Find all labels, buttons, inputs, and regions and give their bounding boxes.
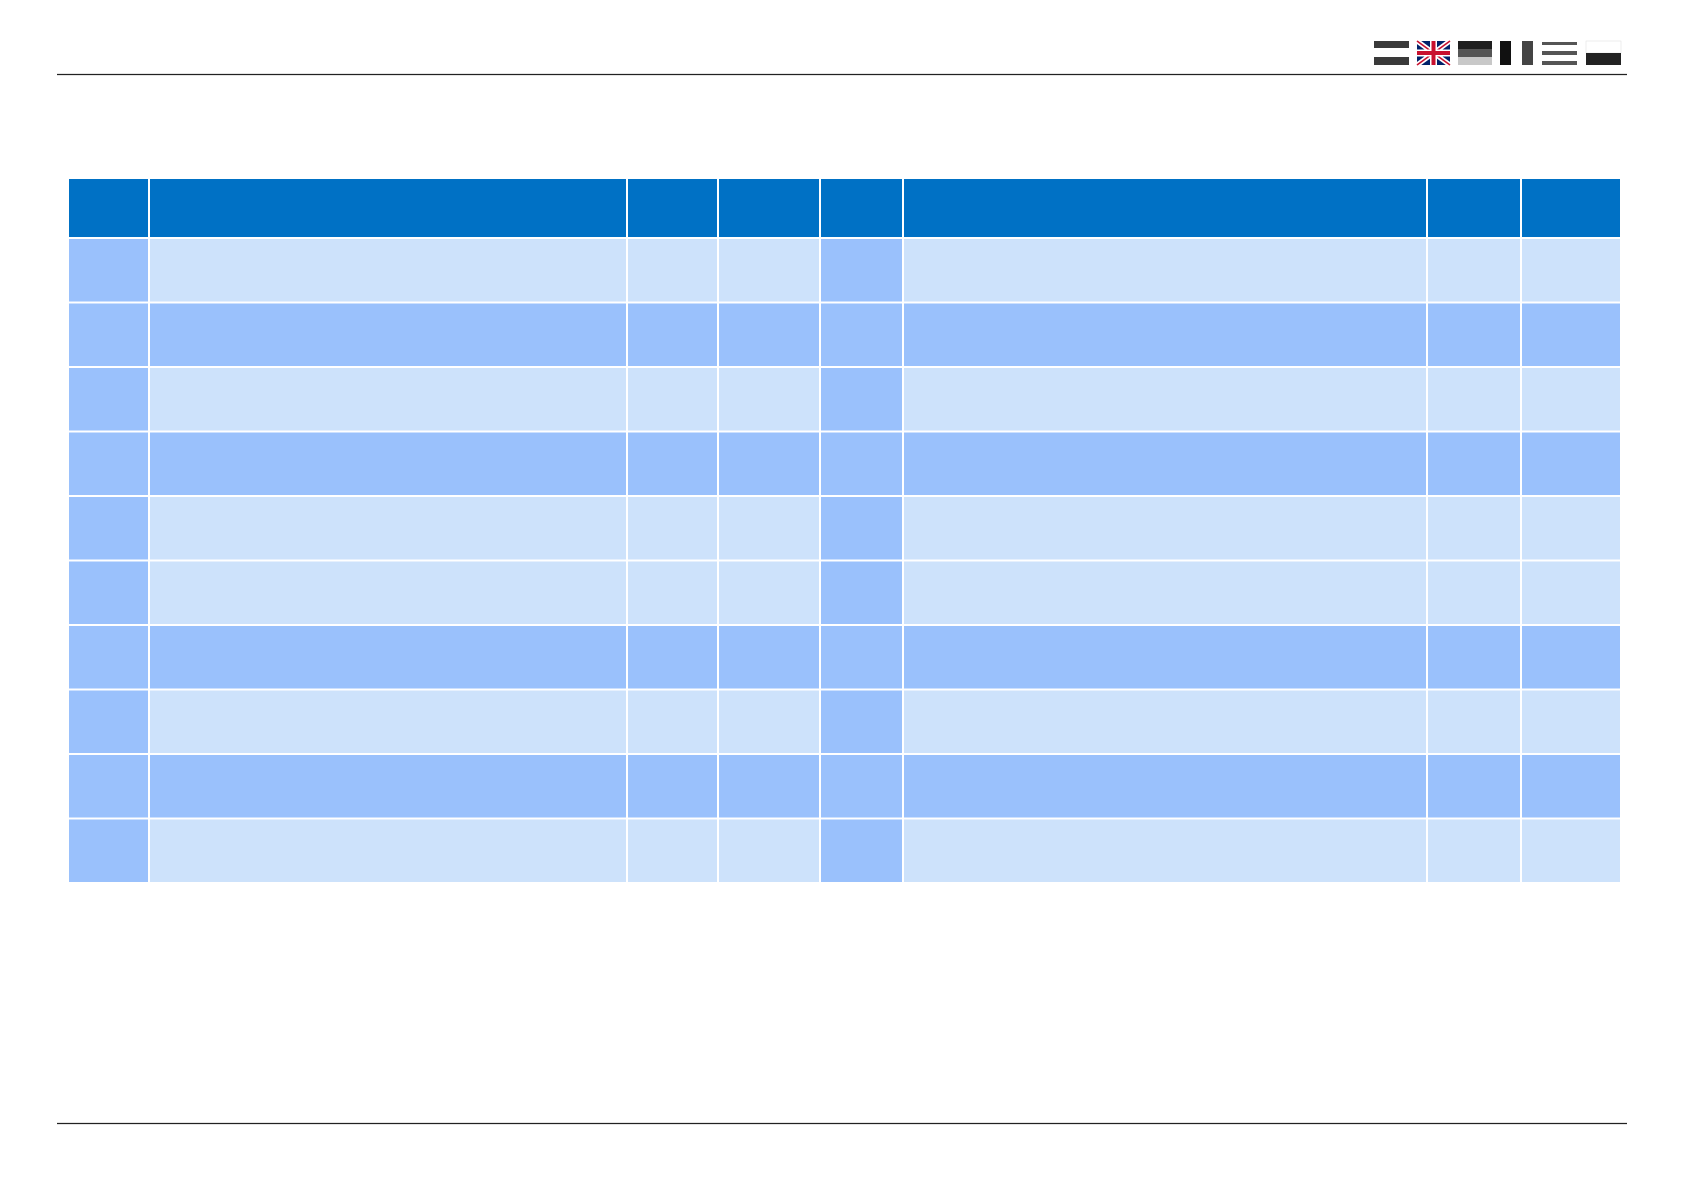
table-cell bbox=[626, 495, 719, 562]
table-cell bbox=[717, 624, 821, 691]
table-cell bbox=[902, 366, 1428, 433]
table-cell bbox=[1520, 688, 1622, 755]
table-cell bbox=[67, 237, 150, 304]
flag[interactable] bbox=[1500, 41, 1533, 65]
header-cell bbox=[626, 177, 719, 239]
table-cell bbox=[1426, 559, 1522, 626]
table-cell bbox=[148, 301, 628, 368]
table-cell bbox=[902, 430, 1428, 497]
table-cell bbox=[626, 688, 719, 755]
table-cell bbox=[819, 495, 904, 562]
table-cell bbox=[626, 301, 719, 368]
table-cell bbox=[1426, 753, 1522, 820]
table-cell bbox=[1520, 817, 1622, 884]
table-cell bbox=[67, 495, 150, 562]
table-cell bbox=[148, 624, 628, 691]
table-cell bbox=[717, 817, 821, 884]
table-cell bbox=[148, 366, 628, 433]
table-cell bbox=[1426, 237, 1522, 304]
table-cell bbox=[1520, 559, 1622, 626]
table-cell bbox=[67, 430, 150, 497]
table-cell bbox=[626, 817, 719, 884]
flag[interactable] bbox=[1542, 41, 1577, 65]
table-cell bbox=[1520, 366, 1622, 433]
table-cell bbox=[1426, 495, 1522, 562]
table-cell bbox=[67, 366, 150, 433]
table-cell bbox=[1520, 624, 1622, 691]
table-cell bbox=[626, 624, 719, 691]
header-cell bbox=[1520, 177, 1622, 239]
flag[interactable] bbox=[1458, 41, 1492, 65]
language-flags bbox=[1374, 38, 1622, 68]
table-cell bbox=[1426, 688, 1522, 755]
table-cell bbox=[819, 237, 904, 304]
table-cell bbox=[1426, 817, 1522, 884]
header-cell bbox=[902, 177, 1428, 239]
flag-uk[interactable] bbox=[1415, 38, 1452, 68]
table-cell bbox=[902, 495, 1428, 562]
table bbox=[67, 177, 1622, 884]
table-cell bbox=[1520, 301, 1622, 368]
table-cell bbox=[626, 430, 719, 497]
table-cell bbox=[902, 817, 1428, 884]
table-cell bbox=[717, 301, 821, 368]
table-cell bbox=[902, 559, 1428, 626]
table-cell bbox=[148, 430, 628, 497]
table-cell bbox=[902, 753, 1428, 820]
table-cell bbox=[819, 301, 904, 368]
flag[interactable] bbox=[1374, 41, 1409, 65]
table-cell bbox=[902, 301, 1428, 368]
table-cell bbox=[819, 817, 904, 884]
table-cell bbox=[902, 237, 1428, 304]
header-cell bbox=[819, 177, 904, 239]
table-cell bbox=[1426, 430, 1522, 497]
table-cell bbox=[717, 366, 821, 433]
table-cell bbox=[67, 753, 150, 820]
table-cell bbox=[626, 559, 719, 626]
table-cell bbox=[717, 237, 821, 304]
table-cell bbox=[717, 688, 821, 755]
header-cell bbox=[1426, 177, 1522, 239]
table-cell bbox=[717, 753, 821, 820]
table-cell bbox=[148, 495, 628, 562]
table-cell bbox=[819, 624, 904, 691]
table-cell bbox=[717, 495, 821, 562]
table-cell bbox=[1520, 430, 1622, 497]
table-cell bbox=[902, 624, 1428, 691]
table-cell bbox=[67, 624, 150, 691]
table-cell bbox=[626, 366, 719, 433]
table-cell bbox=[1520, 753, 1622, 820]
table-cell bbox=[1426, 624, 1522, 691]
table-cell bbox=[148, 237, 628, 304]
table-cell bbox=[819, 430, 904, 497]
table-cell bbox=[717, 559, 821, 626]
table-cell bbox=[819, 559, 904, 626]
table-cell bbox=[67, 559, 150, 626]
table-cell bbox=[902, 688, 1428, 755]
table-cell bbox=[67, 301, 150, 368]
table-cell bbox=[148, 753, 628, 820]
table-cell bbox=[626, 237, 719, 304]
header-cell bbox=[67, 177, 150, 239]
table-cell bbox=[67, 817, 150, 884]
table-cell bbox=[717, 430, 821, 497]
table-cell bbox=[626, 753, 719, 820]
table-cell bbox=[148, 688, 628, 755]
table-cell bbox=[67, 688, 150, 755]
header-cell bbox=[717, 177, 821, 239]
table-cell bbox=[819, 753, 904, 820]
table-cell bbox=[1520, 495, 1622, 562]
header-cell bbox=[148, 177, 628, 239]
table-cell bbox=[819, 366, 904, 433]
table-cell bbox=[148, 559, 628, 626]
table-cell bbox=[1520, 237, 1622, 304]
table-cell bbox=[819, 688, 904, 755]
table-cell bbox=[1426, 301, 1522, 368]
table-cell bbox=[1426, 366, 1522, 433]
flag[interactable] bbox=[1585, 40, 1622, 65]
table-cell bbox=[148, 817, 628, 884]
